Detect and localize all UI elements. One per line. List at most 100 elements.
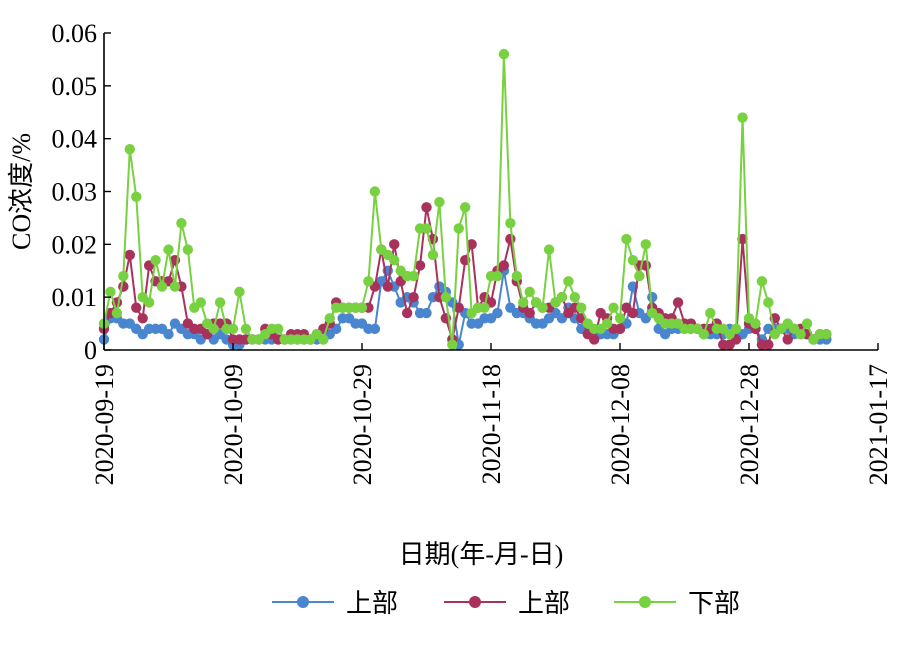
data-point [234,286,245,298]
data-point [163,244,174,255]
data-point [569,291,581,303]
data-point [782,334,793,345]
data-point [614,313,626,324]
legend-marker [639,596,651,608]
data-point [460,202,471,213]
data-point [466,239,477,250]
data-point [498,260,510,271]
legend-item-3: 下部 [614,589,740,618]
data-point [195,297,206,308]
data-point [421,202,432,213]
series-3 [98,48,832,350]
data-point [608,302,619,313]
data-point [421,223,432,234]
data-point [563,276,574,287]
data-point [369,186,381,197]
data-point [518,297,529,308]
data-point [698,328,710,340]
data-point [131,191,142,202]
data-point [627,254,639,266]
x-tick-label: 2020-12-08 [606,364,635,485]
data-point [363,276,374,287]
y-tick-label: 0.06 [52,19,98,48]
data-point [124,249,135,261]
y-tick-label: 0 [84,336,97,365]
y-tick-label: 0.02 [52,230,98,259]
data-point [795,328,806,340]
y-tick-label: 0.05 [52,72,98,101]
data-point [543,244,555,255]
x-axis-title: 日期(年-月-日) [399,540,564,569]
data-point [227,323,239,335]
data-point [324,313,335,324]
data-point [382,281,393,292]
data-point [705,307,716,319]
data-point [524,286,535,298]
data-point [421,307,432,319]
data-point [537,302,548,313]
data-point [627,307,639,319]
x-ticks: 2020-09-19 2020-10-09 2020-10-29 2020-11-18… [90,343,893,485]
legend-marker [469,596,481,608]
y-axis-title: CO浓度/% [7,133,36,250]
data-point [137,313,148,324]
data-point [576,302,587,313]
data-point [318,334,329,345]
data-point [131,302,142,313]
data-point [143,297,155,308]
data-point [356,302,368,313]
legend-item-1: 上部 [272,589,398,618]
x-tick-label: 2020-09-19 [90,364,119,485]
legend-marker [297,596,309,608]
x-tick-label: 2020-10-29 [348,364,377,485]
legend-label: 上部 [346,589,398,618]
data-point [821,328,832,340]
data-point [272,323,284,335]
data-point [169,281,181,292]
data-point [505,233,516,245]
data-point [634,270,645,282]
data-point [647,291,658,303]
x-tick-label: 2020-10-09 [219,364,248,485]
data-point [408,270,419,282]
x-tick-label: 2020-12-28 [735,364,764,485]
x-tick-label: 2021-01-17 [864,364,893,485]
series-layer [98,48,832,350]
data-point [163,328,174,340]
data-point [621,233,632,245]
x-tick-label: 2020-11-18 [477,364,506,484]
data-point [124,144,135,155]
data-point [763,297,774,308]
data-point [556,291,568,303]
y-ticks: 0 0.01 0.02 0.03 0.04 0.05 0.06 [52,19,111,365]
data-point [150,254,161,266]
y-tick-label: 0.03 [52,178,98,207]
data-point [447,339,458,350]
data-point [763,339,774,350]
data-point [453,223,464,234]
data-point [737,233,748,245]
data-point [440,291,452,303]
data-point [498,48,510,60]
data-point [511,270,522,282]
data-point [118,281,129,292]
data-point [492,307,503,319]
data-point [479,302,490,313]
data-point [614,323,626,335]
data-point [214,297,226,308]
legend-label: 下部 [688,589,740,618]
data-point [640,239,651,250]
legend: 上部 上部 下部 [272,589,740,618]
data-point [589,334,600,345]
data-point [453,302,464,313]
series-line [103,53,827,346]
data-point [105,286,116,298]
data-point [389,254,400,266]
data-point [240,323,252,335]
data-point [756,276,768,287]
data-point [737,112,748,123]
data-point [601,318,613,329]
data-point [389,239,400,250]
legend-item-2: 上部 [444,589,570,618]
